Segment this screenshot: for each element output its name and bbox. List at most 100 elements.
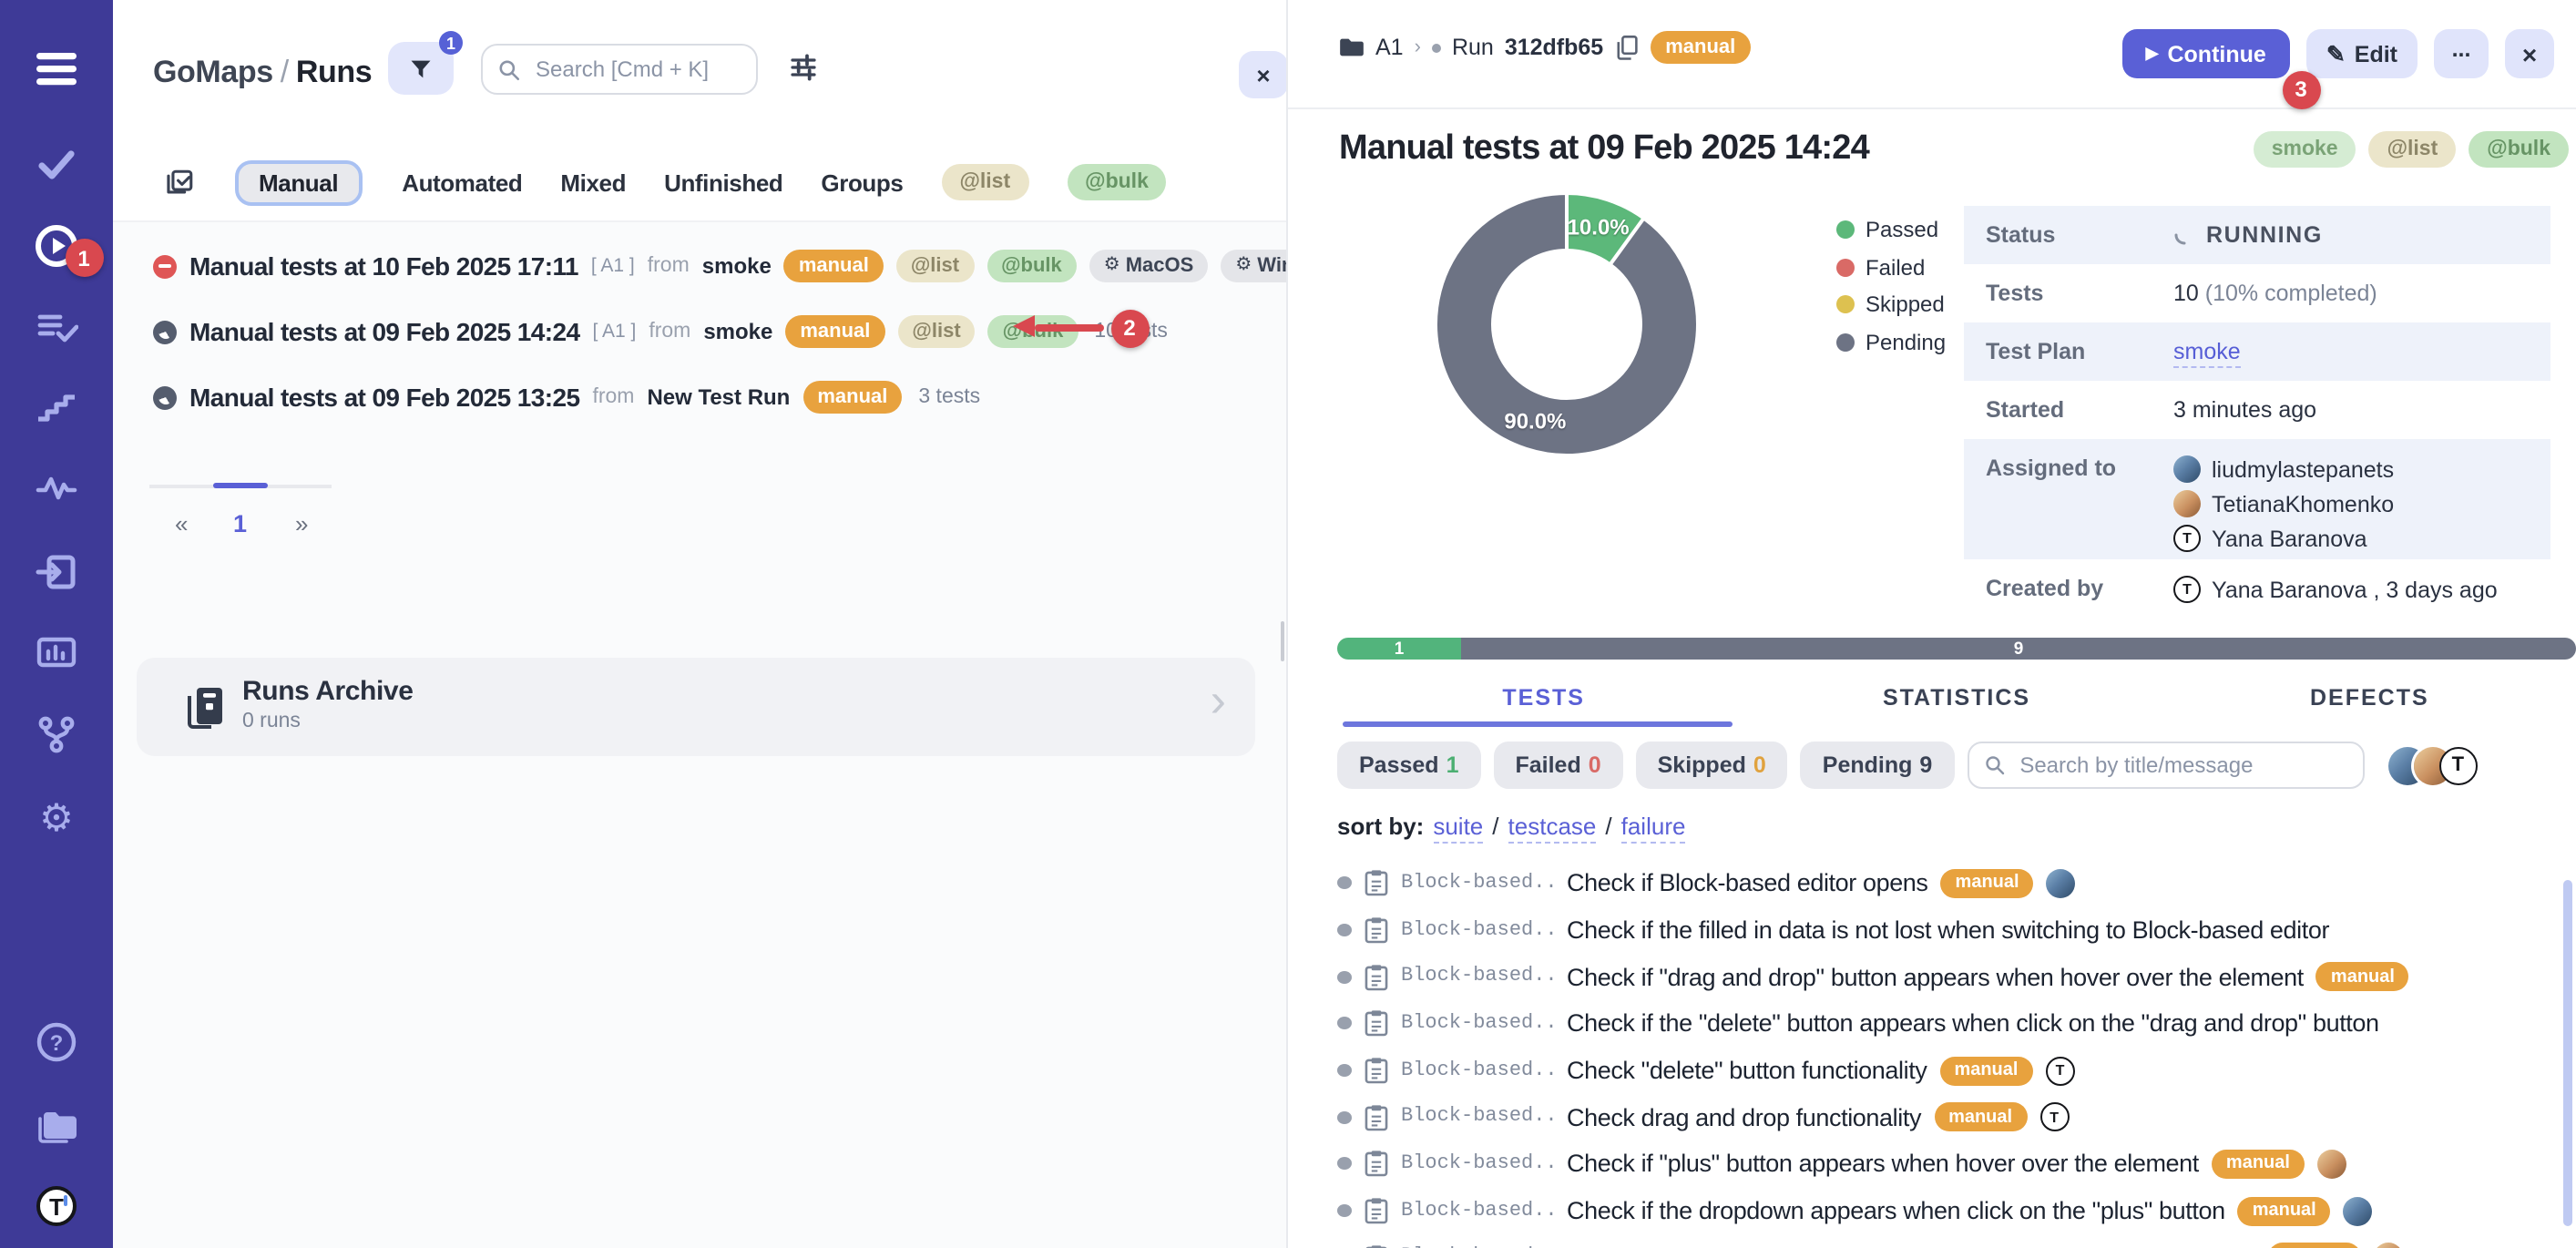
- filter-skipped[interactable]: Skipped 0: [1635, 742, 1788, 789]
- continue-button[interactable]: ▶ Continue: [2121, 29, 2290, 78]
- filter-failed[interactable]: Failed 0: [1493, 742, 1623, 789]
- pagination-page-1[interactable]: 1: [233, 510, 248, 537]
- sort-by-testcase[interactable]: testcase: [1508, 813, 1597, 844]
- sort-by-failure[interactable]: failure: [1620, 813, 1686, 844]
- chevron-right-icon[interactable]: ›: [1210, 672, 1226, 727]
- select-all-icon[interactable]: [164, 167, 195, 198]
- avatar-logo: T: [2045, 1056, 2075, 1086]
- tab-manual[interactable]: Manual: [235, 159, 363, 205]
- runs-archive-card[interactable]: Runs Archive 0 runs ›: [137, 658, 1255, 756]
- avatar-logo: T: [2039, 1102, 2070, 1132]
- run-title: Manual tests at 09 Feb 2025 13:25: [189, 383, 580, 412]
- test-list-item[interactable]: Block-based... Check if "plus" button app…: [1337, 1141, 2558, 1187]
- detail-row-tests: Tests 10 (10% completed): [1964, 264, 2550, 322]
- test-list-item[interactable]: Block-based... Check "delete" button func…: [1337, 1048, 2558, 1094]
- bar-chart-icon[interactable]: [0, 630, 113, 674]
- branch-icon[interactable]: [0, 712, 113, 756]
- test-list-item[interactable]: Block-based... Check if the "delete" butt…: [1337, 1000, 2558, 1047]
- pagination-prev[interactable]: «: [175, 510, 189, 537]
- breadcrumb: GoMaps / Runs: [153, 55, 373, 89]
- sort-by-suite[interactable]: suite: [1433, 813, 1484, 844]
- tab-unfinished[interactable]: Unfinished: [664, 169, 783, 196]
- tab-statistics[interactable]: STATISTICS: [1882, 685, 2031, 711]
- test-list-item[interactable]: Block-based... Check if "drag and drop" b…: [1337, 954, 2558, 1000]
- gear-icon[interactable]: ⚙: [39, 795, 74, 839]
- tests-search[interactable]: [1967, 742, 2365, 789]
- breadcrumb-suite[interactable]: A1: [1375, 35, 1404, 60]
- badge-manual: manual: [1940, 868, 2034, 898]
- run-title-badges: smoke @list @bulk: [2253, 131, 2569, 168]
- clipboard-icon: [1365, 1198, 1388, 1224]
- test-list-item[interactable]: Block-based... Check if the filled in dat…: [1337, 906, 2558, 953]
- run-list-item[interactable]: Manual tests at 09 Feb 2025 14:24 [ A1 ] f…: [153, 299, 1268, 364]
- badge-manual: manual: [2268, 1243, 2362, 1248]
- test-list-item[interactable]: Block-based... Check drag and drop functi…: [1337, 1094, 2558, 1141]
- tests-search-input[interactable]: [2016, 751, 2348, 780]
- copy-icon[interactable]: [1614, 34, 1640, 61]
- edit-button[interactable]: ✎ Edit: [2305, 29, 2418, 78]
- tab-automated[interactable]: Automated: [402, 169, 523, 196]
- tab-tests[interactable]: TESTS: [1502, 685, 1585, 711]
- runs-filter-tabs: Manual Automated Mixed Unfinished Groups @lis…: [164, 157, 1167, 208]
- breadcrumb-run-label: Run: [1451, 35, 1494, 60]
- user-name: liudmylastepanets: [2212, 456, 2395, 482]
- assignee-avatar-cluster[interactable]: T: [2387, 746, 2478, 784]
- test-suite: Block-based...: [1401, 1106, 1554, 1129]
- runs-search-input[interactable]: [532, 55, 741, 84]
- test-title: Check if the dropdown appears when click…: [1567, 1197, 2225, 1225]
- more-button[interactable]: ...: [2434, 29, 2489, 78]
- detail-breadcrumb: A1 › Run 312dfb65 manual: [1339, 31, 1751, 64]
- sort-row: sort by: suite / testcase / failure: [1337, 813, 1686, 844]
- badge-label: manual: [1954, 1060, 2019, 1081]
- test-list-item[interactable]: Block-based... Check if Block-based edito…: [1337, 860, 2558, 906]
- gear-icon: ⚙: [1103, 255, 1120, 275]
- pagination-next[interactable]: »: [295, 510, 309, 537]
- pencil-icon: ✎: [2326, 42, 2346, 67]
- badge-manual: manual: [802, 381, 903, 414]
- filter-passed[interactable]: Passed 1: [1337, 742, 1481, 789]
- help-icon[interactable]: ?: [0, 1020, 113, 1064]
- filter-count: 9: [1919, 752, 1933, 778]
- sliders-icon[interactable]: [789, 53, 818, 82]
- run-list-item[interactable]: Manual tests at 09 Feb 2025 13:25 from New…: [153, 364, 1268, 430]
- run-list-item[interactable]: Manual tests at 10 Feb 2025 17:11 [ A1 ] f…: [153, 233, 1286, 299]
- funnel-icon: [411, 59, 431, 77]
- clipboard-icon: [1365, 1011, 1388, 1038]
- chart-legend: Passed Failed Skipped Pending: [1836, 217, 1946, 354]
- folder-icon[interactable]: [0, 1104, 113, 1148]
- detail-panel-scrollbar[interactable]: [2563, 880, 2572, 1226]
- legend-label: Skipped: [1866, 292, 1945, 317]
- runs-panel-scrollbar[interactable]: [1280, 621, 1284, 661]
- list-check-icon[interactable]: [0, 306, 113, 350]
- legend-label: Failed: [1866, 254, 1926, 280]
- runs-panel-close-button[interactable]: ×: [1239, 51, 1286, 98]
- filter-chip-@bulk[interactable]: @bulk: [1067, 164, 1167, 200]
- breadcrumb-project[interactable]: GoMaps: [153, 55, 273, 89]
- tab-groups[interactable]: Groups: [821, 169, 904, 196]
- run-tests-count: 3 tests: [918, 386, 981, 408]
- checkmark-icon[interactable]: [0, 142, 113, 186]
- tab-defects[interactable]: DEFECTS: [2310, 685, 2429, 711]
- archive-count: 0 runs: [242, 711, 301, 732]
- tab-mixed[interactable]: Mixed: [560, 169, 627, 196]
- detail-value[interactable]: smoke: [2173, 322, 2241, 381]
- filter-chip-@list[interactable]: @list: [941, 164, 1029, 200]
- menu-icon[interactable]: [0, 47, 113, 91]
- steps-icon[interactable]: [0, 386, 113, 430]
- pagination-active-indicator: [213, 483, 268, 487]
- test-list-item[interactable]: Block-based... Check if the dropdown appe…: [1337, 1188, 2558, 1234]
- test-list-item[interactable]: Block-based... Check if the dropdown disa…: [1337, 1234, 2558, 1248]
- runs-search[interactable]: [481, 44, 758, 95]
- pulse-icon[interactable]: [0, 466, 113, 510]
- import-icon[interactable]: [0, 550, 113, 594]
- filter-button[interactable]: 1: [388, 31, 463, 95]
- user-avatar-logo[interactable]: T: [0, 1184, 113, 1228]
- detail-row-assigned-to: Assigned to liudmylastepanets TetianaKhome…: [1964, 439, 2550, 559]
- detail-close-button[interactable]: ×: [2505, 29, 2554, 78]
- test-suite: Block-based...: [1401, 1247, 1554, 1248]
- filter-pending[interactable]: Pending 9: [1800, 742, 1955, 789]
- run-status-icon-stopped: [153, 254, 177, 278]
- badge-label: manual: [2252, 1201, 2316, 1222]
